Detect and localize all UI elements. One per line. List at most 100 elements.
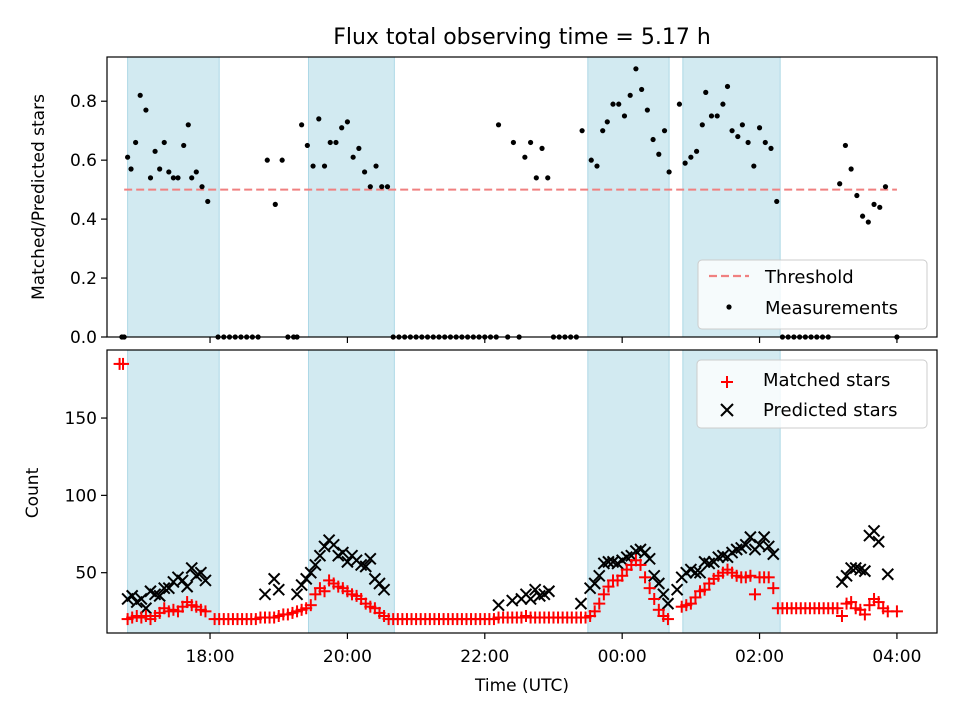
predicted-star-marker <box>739 538 753 552</box>
y-tick-label: 0.2 <box>70 269 97 289</box>
matched-star-marker <box>744 569 757 582</box>
predicted-star-marker <box>299 572 313 586</box>
matched-star-marker <box>689 591 702 604</box>
matched-star-marker <box>872 596 885 609</box>
predicted-star-marker <box>153 589 166 603</box>
y-tick-label: 100 <box>65 486 97 506</box>
predicted-star-marker <box>593 569 606 582</box>
measurement-point <box>339 125 345 131</box>
predicted-star-marker <box>757 530 771 544</box>
measurement-point <box>133 139 139 146</box>
measurement-point <box>594 163 600 169</box>
measurement-point <box>699 122 705 128</box>
measurement-point <box>181 142 187 149</box>
measurement-point <box>756 125 763 131</box>
measurement-point <box>327 139 333 146</box>
matched-star-marker <box>698 583 711 596</box>
matched-star-marker <box>863 599 876 612</box>
measurement-point <box>316 116 322 122</box>
measurement-point <box>147 175 154 181</box>
predicted-star-marker <box>272 583 285 596</box>
predicted-star-marker <box>290 588 304 601</box>
y-tick-label: 50 <box>75 564 97 584</box>
measurement-point <box>693 148 700 154</box>
predicted-star-marker <box>670 583 684 596</box>
predicted-star-marker <box>661 597 675 610</box>
matched-star-marker <box>748 588 761 601</box>
measurement-point <box>166 169 172 175</box>
predicted-star-marker <box>199 574 212 587</box>
measurement-point <box>616 101 622 107</box>
observing-span <box>127 349 220 634</box>
measurement-point <box>143 107 149 113</box>
measurement-point <box>724 83 731 90</box>
measurement-point <box>729 128 735 134</box>
y-tick-label: 0.8 <box>70 92 97 112</box>
matched-star-marker <box>593 597 606 610</box>
predicted-star-marker <box>180 580 194 593</box>
measurement-point <box>193 169 199 175</box>
predicted-star-marker <box>359 560 372 573</box>
measurement-point <box>333 139 339 146</box>
measurement-point <box>264 157 270 163</box>
matched-star-marker <box>634 558 647 571</box>
predicted-star-marker <box>840 569 853 582</box>
observing-span <box>127 56 220 338</box>
matched-star-marker <box>767 582 780 595</box>
top-plot-marks <box>119 66 900 340</box>
measurement-point <box>656 151 662 157</box>
predicted-star-marker <box>336 546 350 559</box>
matched-star-marker <box>858 608 871 621</box>
predicted-star-marker <box>744 530 757 544</box>
predicted-star-marker <box>574 597 588 610</box>
predicted-star-marker <box>767 547 780 561</box>
measurement-point <box>735 133 741 140</box>
top-panel: 0.00.20.40.60.8 Matched/Predicted stars … <box>29 56 938 348</box>
legend-measurements-swatch <box>726 304 732 310</box>
y-tick-label: 0.4 <box>70 210 97 230</box>
predicted-star-marker <box>309 558 322 572</box>
chart-title: Flux total observing time = 5.17 h <box>333 25 711 50</box>
predicted-star-marker <box>364 552 377 565</box>
predicted-star-marker <box>162 581 176 595</box>
measurement-point <box>877 204 883 210</box>
matched-star-marker <box>588 605 601 618</box>
matched-star-marker <box>318 585 331 598</box>
predicted-star-marker <box>125 589 139 603</box>
measurement-point <box>157 166 163 172</box>
predicted-star-marker <box>492 598 505 612</box>
measurement-point <box>762 139 768 146</box>
measurement-point <box>650 136 656 143</box>
legend-measurements-label: Measurements <box>765 298 898 319</box>
x-tick-label: 20:00 <box>323 647 372 667</box>
matched-star-marker <box>652 603 665 616</box>
measurement-point <box>128 166 134 172</box>
measurement-point <box>373 163 379 169</box>
top-legend-box <box>697 259 928 330</box>
measurement-point <box>588 157 594 163</box>
measurement-point <box>495 122 502 128</box>
bottom-legend-box <box>696 359 928 429</box>
x-tick-label: 02:00 <box>735 647 784 667</box>
matched-star-marker <box>684 597 697 610</box>
measurement-point <box>871 201 877 207</box>
matched-star-marker <box>309 588 322 601</box>
measurement-point <box>189 175 195 181</box>
measurement-point <box>842 142 849 149</box>
measurement-point <box>272 201 278 207</box>
measurement-point <box>170 175 176 181</box>
legend-matched-label: Matched stars <box>763 370 890 391</box>
measurement-point <box>533 175 539 181</box>
measurement-point <box>837 181 843 187</box>
measurement-point <box>344 119 351 125</box>
y-tick-label: 0.6 <box>70 151 97 171</box>
legend-threshold-label: Threshold <box>764 267 854 288</box>
predicted-star-marker <box>295 578 308 592</box>
measurement-point <box>579 128 585 134</box>
x-tick-label: 18:00 <box>186 647 235 667</box>
predicted-star-marker <box>858 564 872 578</box>
x-tick-label: 00:00 <box>598 647 647 667</box>
measurement-point <box>299 122 305 128</box>
